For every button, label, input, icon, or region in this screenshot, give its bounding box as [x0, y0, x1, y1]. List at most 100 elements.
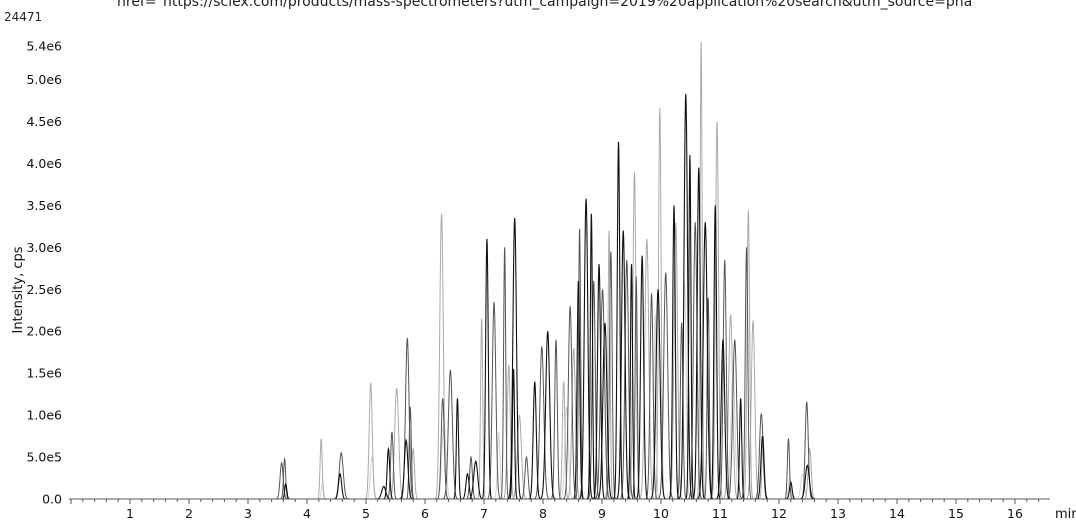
url-fragment-text: href="https://sciex.com/products/mass-sp…	[117, 0, 973, 10]
x-tick-label: 11	[712, 506, 728, 521]
y-tick-label: 1.5e6	[26, 366, 62, 381]
chromatogram-peak	[486, 301, 502, 500]
chromatogram-peak	[405, 406, 415, 500]
chromatogram-peak	[627, 264, 636, 500]
chromatogram-peak	[631, 276, 641, 500]
chromatogram-peak	[685, 155, 695, 500]
x-tick-label: 9	[598, 506, 606, 521]
chromatogram-peak	[678, 93, 694, 500]
chromatogram-peak	[697, 222, 714, 500]
chromatogram-peak	[453, 398, 462, 500]
y-axis-title: Intensity, cps	[11, 246, 26, 333]
chromatogram-peak	[803, 446, 816, 500]
x-tick-label: 14	[889, 506, 905, 521]
chromatogram-peak	[550, 339, 562, 500]
chromatogram-peak	[756, 435, 769, 500]
x-tick-label: 16	[1007, 506, 1023, 521]
x-tick-label: 13	[830, 506, 846, 521]
chromatogram-peak	[481, 238, 493, 500]
y-tick-label: 4.5e6	[26, 114, 62, 129]
y-tick-label: 5.4e6	[26, 39, 62, 54]
chromatogram-peak	[399, 438, 414, 500]
x-tick-label: 6	[421, 506, 429, 521]
y-tick-label: 2.5e6	[26, 282, 62, 297]
chromatogram-peak	[715, 339, 731, 500]
y-tick-label: 5.0e6	[26, 72, 62, 87]
chromatogram-peak	[657, 272, 674, 500]
chromatogram-peak	[507, 217, 522, 500]
chromatogram-peak	[736, 398, 746, 500]
x-tick-label: 10	[653, 506, 669, 521]
y-tick-label: 5.0e5	[26, 450, 62, 465]
chromatogram-peak	[604, 230, 614, 500]
chromatogram-peak	[586, 213, 596, 500]
y-tick-label: 3.5e6	[26, 198, 62, 213]
chromatogram-peak	[528, 381, 541, 500]
chromatogram-peak	[383, 446, 394, 500]
chromatogram-peak	[742, 210, 754, 500]
chromatogram-peak	[511, 414, 528, 500]
x-tick-label: 15	[948, 506, 964, 521]
chromatogram-peak	[436, 398, 449, 500]
chromatogram-peak	[596, 322, 614, 500]
chromatogram-peak	[407, 446, 419, 500]
chromatogram-peak	[635, 255, 649, 500]
chromatogram-peak	[800, 401, 813, 500]
x-tick-label: 7	[480, 506, 488, 521]
chromatogram-peak	[275, 461, 288, 500]
x-tick-label: 5	[362, 506, 370, 521]
chromatogram-peak	[795, 472, 810, 500]
chromatogram-peak	[558, 381, 569, 500]
chromatogram-peak	[784, 438, 793, 500]
chromatogram-peak	[461, 472, 474, 500]
chromatogram-peak	[615, 230, 631, 500]
x-tick-label: 12	[771, 506, 787, 521]
y-tick-label: 4.0e6	[26, 156, 62, 171]
chromatogram-peak	[692, 167, 706, 500]
chromatogram-peak	[509, 368, 518, 500]
chromatogram-peak	[493, 431, 504, 500]
chromatogram-peak	[365, 455, 379, 500]
chromatogram-peak	[696, 41, 706, 500]
chromatogram-peak	[718, 259, 731, 500]
chromatogram-peak	[533, 346, 550, 500]
chromatogram-peak	[578, 198, 594, 500]
chromatogram-peak	[465, 455, 477, 500]
chromatogram-peak	[280, 456, 289, 500]
y-tick-label: 2.0e6	[26, 324, 62, 339]
chromatogram-peak	[638, 238, 655, 500]
x-tick-label: 8	[539, 506, 547, 521]
chromatogram-peak	[333, 472, 347, 500]
y-tick-label: 1.0e6	[26, 408, 62, 423]
chromatogram-peak	[502, 364, 515, 500]
chromatogram-peak	[592, 264, 606, 500]
x-tick-label: 2	[185, 506, 193, 521]
y-tick-label: 0.0	[42, 492, 62, 507]
chromatogram-peak	[539, 331, 556, 500]
chromatogram-peak	[587, 280, 601, 500]
chromatogram-peak	[645, 293, 658, 500]
x-tick-label: 3	[244, 506, 252, 521]
chromatogram-peak	[442, 369, 459, 500]
chromatogram-peak	[573, 280, 584, 500]
y-tick-label: 3.0e6	[26, 240, 62, 255]
chromatogram-peak	[654, 108, 666, 500]
chromatogram-peak	[559, 406, 574, 500]
chromatogram-peak	[722, 314, 739, 500]
chromatogram-peak	[386, 431, 398, 500]
chromatogram-peak	[364, 383, 377, 500]
chromatogram-peak	[316, 438, 326, 500]
x-axis-ticks: 1 2 3 4 5 6 7 8 9 10 11 12 13 14 15 16	[70, 499, 1040, 521]
chromatogram-peak	[613, 141, 624, 500]
x-tick-label: 1	[126, 506, 134, 521]
chromatogram-peak	[649, 289, 667, 500]
chromatogram-peak	[500, 247, 510, 500]
x-axis-title: min	[1055, 507, 1076, 522]
y-axis-ticks: 0.0 5.0e5 1.0e6 1.5e6 2.0e6 2.5e6 3.0e6 3.5e6 4.…	[26, 39, 62, 507]
chromatogram-peak	[477, 318, 487, 500]
chromatogram-peak	[745, 320, 761, 500]
x-tick-label: 4	[303, 506, 311, 521]
chromatogram-peak	[594, 289, 611, 500]
chromatogram-peak	[467, 460, 484, 500]
